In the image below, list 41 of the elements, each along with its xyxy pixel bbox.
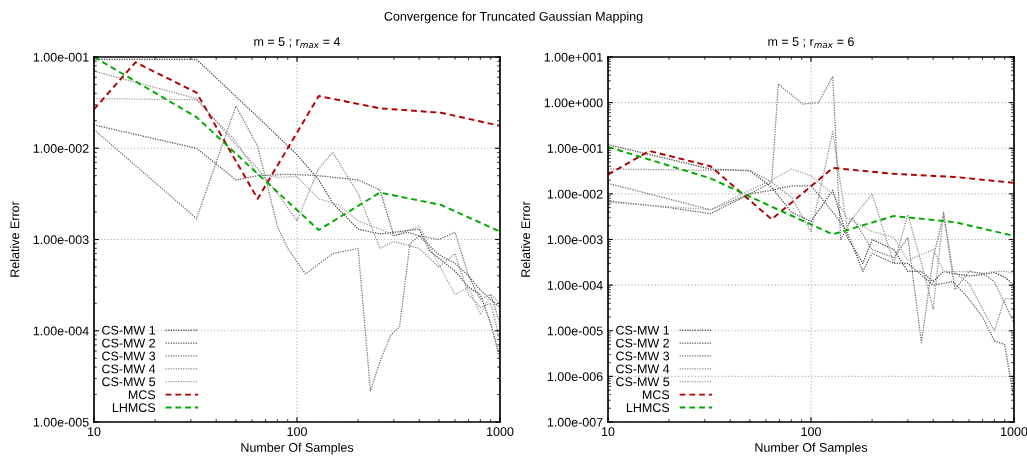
legend-label: CS-MW 3: [616, 351, 670, 361]
legend-label: MCS: [642, 390, 670, 400]
legend-label: CS-MW 1: [102, 325, 156, 335]
legend-label: CS-MW 3: [102, 351, 156, 361]
y-tick-label: 1.00e-003: [33, 235, 89, 245]
legend-label: MCS: [128, 390, 156, 400]
x-tick-label: 10: [88, 427, 101, 437]
x-tick-label: 100: [801, 427, 821, 437]
y-tick-label: 1.00e-002: [547, 189, 603, 199]
legend-label: LHMCS: [626, 403, 670, 413]
y-tick-label: 1.00e-001: [33, 52, 89, 62]
chart-title: m = 5 ; r$_{max}$ = 6: [768, 37, 854, 49]
y-tick-label: 1.00e+001: [544, 52, 603, 62]
y-tick-label: 1.00e-003: [547, 235, 603, 245]
x-tick-label: 100: [287, 427, 307, 437]
y-tick-label: 1.00e-005: [33, 417, 89, 427]
y-tick-label: 1.00e-006: [547, 372, 603, 382]
legend-label: CS-MW 4: [102, 364, 156, 374]
legend-label: CS-MW 2: [616, 338, 670, 348]
y-tick-label: 1.00e-007: [547, 417, 603, 427]
legend-label: CS-MW 5: [616, 377, 670, 387]
text: Convergence for Truncated Gaussian Mapping: [384, 11, 643, 24]
y-tick-label: 1.00e+000: [544, 98, 603, 108]
legend-label: CS-MW 5: [102, 377, 156, 387]
legend-label: CS-MW 2: [102, 338, 156, 348]
y-tick-label: 1.00e-002: [33, 144, 89, 153]
x-axis-title: Number Of Samples: [755, 442, 868, 455]
x-tick-label: 10: [602, 427, 615, 437]
y-axis-title: Relative Error: [520, 201, 531, 277]
y-tick-label: 1.00e-005: [547, 326, 603, 336]
legend-label: CS-MW 4: [616, 364, 670, 374]
x-tick-label: 1000: [1001, 427, 1027, 437]
y-tick-label: 1.00e-004: [33, 326, 89, 336]
legend-label: LHMCS: [112, 403, 156, 413]
legend-label: CS-MW 1: [616, 325, 670, 335]
y-axis-title: Relative Error: [10, 201, 20, 277]
y-tick-label: 1.00e-001: [547, 144, 603, 153]
x-tick-label: 1000: [487, 427, 514, 437]
chart-title: m = 5 ; r$_{max}$ = 4: [254, 37, 341, 49]
x-axis-title: Number Of Samples: [241, 442, 354, 455]
y-tick-label: 1.00e-004: [547, 280, 603, 290]
